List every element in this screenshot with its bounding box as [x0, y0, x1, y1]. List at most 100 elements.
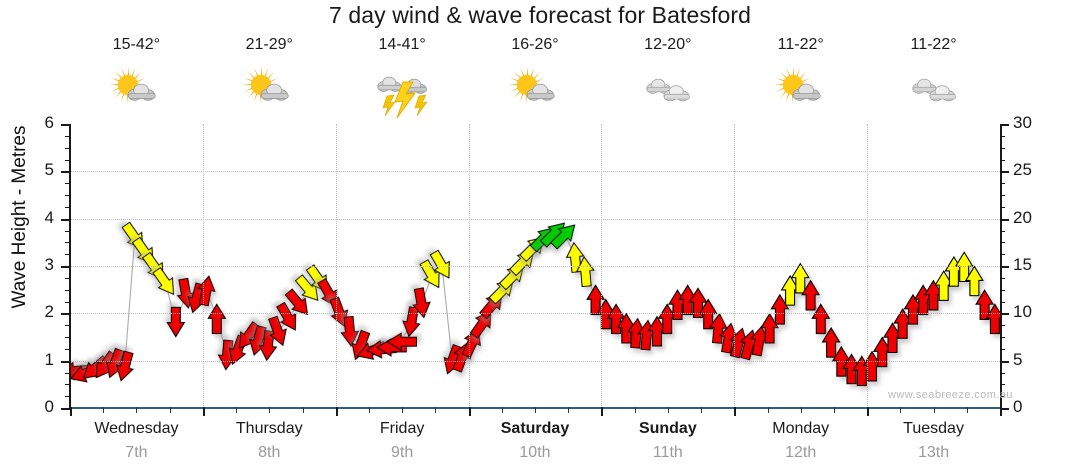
wind-arrow [872, 336, 892, 368]
y-tick-left-minor [65, 384, 70, 386]
wind-arrow [276, 301, 297, 331]
y-label-left-4: 4 [44, 207, 54, 227]
day-header-wednesday: 15-42° [70, 36, 203, 120]
day-divider-gridline [468, 124, 470, 408]
wind-arrow [317, 277, 338, 308]
temperature-range-monday: 11-22° [777, 36, 824, 53]
cloudy-icon [629, 60, 707, 123]
wind-arrow [790, 262, 810, 294]
day-header-monday: 11-22° [734, 36, 867, 120]
wind-arrow [197, 275, 216, 307]
y-label-left-3: 3 [44, 255, 54, 274]
wind-arrow [365, 339, 398, 359]
x-tick-minor [535, 407, 536, 413]
y-label-left-1: 1 [44, 349, 54, 369]
wind-arrow [678, 284, 698, 316]
x-tick-minor [634, 407, 636, 413]
x-tick-minor [368, 407, 370, 413]
wind-arrow [187, 282, 206, 314]
wind-arrow [82, 355, 110, 379]
wind-arrow [913, 284, 933, 316]
x-tick-minor [136, 407, 138, 413]
x-axis-day-label-wednesday: Wednesday [94, 420, 179, 437]
x-axis-date-label-13th: 13th [917, 444, 950, 461]
y-tick-right-minor [1000, 396, 1005, 398]
x-axis-day-label-thursday: Thursday [235, 420, 303, 437]
wind-arrow [305, 264, 328, 293]
y-tick-left-minor [65, 135, 70, 137]
wind-arrow [862, 350, 882, 382]
y-tick-left-minor [65, 348, 70, 350]
x-tick-minor [501, 407, 503, 413]
wind-arrow [549, 224, 576, 250]
y-label-right-15: 15 [1013, 255, 1032, 274]
gridline [70, 218, 1000, 220]
x-axis-day-label-monday: Monday [772, 420, 830, 437]
y-tick-right-minor [1000, 337, 1005, 338]
wind-arrow [539, 222, 566, 248]
wind-arrow [258, 330, 278, 362]
temperature-range-tuesday: 11-22° [910, 36, 957, 53]
wind-arrow [294, 274, 319, 302]
y-tick-right-minor [1000, 254, 1005, 256]
x-tick-minor [833, 407, 835, 413]
x-tick-minor [236, 407, 238, 413]
wind-arrow [801, 279, 821, 311]
wind-arrow [964, 265, 984, 297]
x-tick-major [335, 407, 338, 416]
wind-arrow [975, 289, 995, 320]
temperature-range-thursday: 21-29° [245, 36, 293, 53]
y-tick-left-minor [65, 183, 70, 185]
x-tick-minor [269, 407, 271, 413]
x-tick-minor [402, 407, 404, 413]
wind-arrow [95, 350, 118, 379]
day-divider-gridline [867, 124, 869, 408]
wind-arrow [770, 293, 790, 325]
wind-arrow [657, 303, 677, 335]
wind-arrow [529, 227, 555, 253]
x-axis-day-label-saturday: Saturday [500, 420, 570, 437]
wind-arrow [508, 250, 535, 277]
y-tick-right-minor [1000, 277, 1005, 279]
wind-arrow [616, 312, 636, 344]
y-tick-left [61, 266, 70, 268]
wind-arrow [647, 315, 667, 347]
wind-arrow [248, 324, 268, 357]
y-tick-left-minor [65, 325, 70, 327]
x-tick-major [601, 407, 604, 416]
gridline [70, 313, 1000, 315]
y-tick-right-minor [1000, 348, 1005, 350]
y-label-right-30: 30 [1013, 113, 1032, 132]
x-tick-minor [767, 407, 769, 413]
wind-arrow [166, 306, 186, 338]
day-header-saturday: 16-26° [469, 36, 602, 120]
x-tick-minor [933, 407, 935, 413]
wind-arrow [811, 303, 831, 335]
day-header-thursday: 21-29° [203, 36, 336, 120]
y-tick-left [61, 124, 70, 126]
gridline [70, 266, 1000, 267]
day-divider-gridline [202, 124, 204, 408]
y-tick-left-minor [65, 242, 70, 244]
temperature-range-sunday: 12-20° [644, 36, 692, 53]
wind-arrow [739, 329, 759, 361]
y-tick-left [61, 218, 70, 221]
wind-arrow [903, 293, 923, 325]
cloudy-icon [895, 60, 973, 123]
y-tick-left-minor [65, 277, 70, 279]
y-tick-left-minor [65, 254, 70, 256]
wind-arrow [176, 277, 196, 309]
wind-arrow [760, 312, 780, 344]
wind-arrow [141, 251, 164, 281]
wind-arrow [351, 329, 371, 361]
wind-arrow [985, 303, 1000, 335]
wind-arrow [402, 306, 421, 338]
wind-arrow [668, 289, 687, 320]
wind-arrow [944, 255, 964, 287]
wind-arrow [883, 322, 902, 354]
sun-cloud-icon [496, 60, 574, 123]
x-axis-date-label-12th: 12th [785, 444, 817, 461]
y-label-left-2: 2 [44, 302, 54, 322]
wind-arrow [780, 274, 800, 306]
